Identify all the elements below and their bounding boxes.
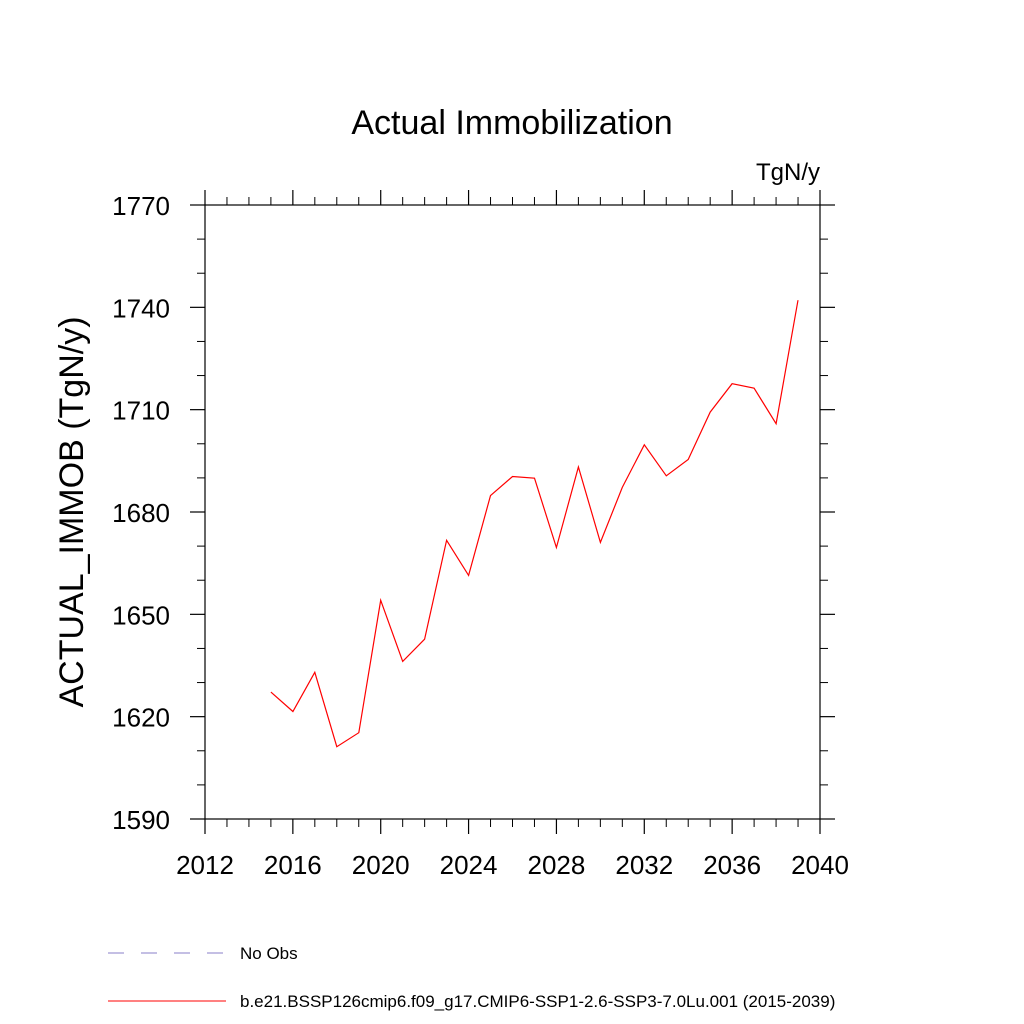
chart-title: Actual Immobilization <box>351 104 672 142</box>
series-line-0 <box>270 300 799 748</box>
x-tick-label: 2028 <box>528 850 586 880</box>
y-tick-label: 1650 <box>112 600 170 630</box>
plot-frame <box>204 204 821 820</box>
y-tick-label: 1620 <box>112 703 170 733</box>
y-tick-label: 1740 <box>112 293 170 323</box>
series-layer <box>270 300 799 748</box>
x-tick-labels: 2012 2016 2020 2024 2028 2032 2036 2040 <box>176 850 849 880</box>
units-label: TgN/y <box>756 159 820 186</box>
x-tick-label: 2024 <box>440 850 498 880</box>
legend: No Obs b.e21.BSSP126cmip6.f09_g17.CMIP6-S… <box>108 944 835 1011</box>
legend-label-0: No Obs <box>240 944 298 963</box>
x-tick-label: 2012 <box>176 850 234 880</box>
y-tick-label: 1770 <box>112 191 170 221</box>
x-tick-label: 2020 <box>352 850 410 880</box>
y-tick-label: 1590 <box>112 805 170 835</box>
axis-ticks <box>190 190 835 834</box>
y-tick-label: 1710 <box>112 396 170 426</box>
x-tick-label: 2040 <box>791 850 849 880</box>
y-axis-label: ACTUAL_IMMOB (TgN/y) <box>53 316 91 707</box>
x-tick-label: 2036 <box>703 850 761 880</box>
legend-label-1: b.e21.BSSP126cmip6.f09_g17.CMIP6-SSP1-2.… <box>240 992 835 1011</box>
x-tick-label: 2032 <box>615 850 673 880</box>
y-tick-label: 1680 <box>112 498 170 528</box>
x-tick-label: 2016 <box>264 850 322 880</box>
y-tick-labels: 1590 1620 1650 1680 1710 1740 1770 <box>112 191 170 835</box>
